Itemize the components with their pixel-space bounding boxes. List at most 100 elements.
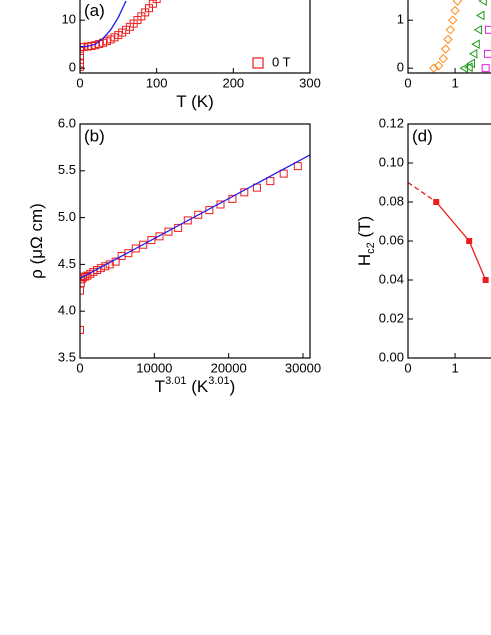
marker bbox=[279, 169, 288, 178]
title-part: 3.01 bbox=[208, 375, 229, 387]
marker bbox=[438, 53, 449, 64]
panel-label: (d) bbox=[412, 126, 433, 145]
frame bbox=[79, 0, 311, 74]
legend-marker bbox=[252, 57, 264, 69]
title-part: (K bbox=[186, 377, 208, 396]
marker bbox=[80, 51, 84, 60]
series-line bbox=[408, 181, 437, 203]
x-tick-label: 0 bbox=[404, 75, 411, 90]
marker bbox=[468, 48, 478, 59]
marker bbox=[183, 216, 192, 225]
marker bbox=[266, 177, 275, 186]
marker bbox=[464, 62, 473, 73]
y-tick-label: 0.08 bbox=[379, 193, 404, 208]
plot-area bbox=[80, 0, 161, 71]
marker bbox=[433, 199, 440, 205]
marker bbox=[450, 5, 460, 16]
marker bbox=[80, 286, 84, 295]
y-axis-title: ρ (μΩ cm) bbox=[27, 203, 46, 279]
y-tick-label: 5.5 bbox=[58, 162, 76, 177]
x-tick-label: 20000 bbox=[211, 360, 247, 375]
y-tick-label: 5.0 bbox=[58, 209, 76, 224]
x-axis-title: T (K) bbox=[176, 92, 213, 111]
title-part: H bbox=[355, 254, 374, 266]
x-tick-label: 1 bbox=[451, 75, 458, 90]
marker bbox=[440, 44, 451, 54]
series-line bbox=[435, 201, 487, 281]
panel-label: (b) bbox=[84, 126, 105, 145]
series-line bbox=[80, 0, 127, 48]
x-tick-label: 0 bbox=[404, 360, 411, 375]
marker bbox=[429, 63, 439, 73]
marker bbox=[475, 10, 485, 21]
x-tick-label: 30000 bbox=[285, 360, 321, 375]
marker bbox=[473, 24, 483, 35]
marker bbox=[147, 236, 156, 245]
marker bbox=[452, 0, 463, 6]
marker bbox=[252, 183, 261, 192]
legend-label: 0 T bbox=[272, 54, 291, 69]
panel-label: (a) bbox=[84, 1, 105, 20]
y-tick-label: 0 bbox=[69, 60, 76, 75]
title-part: T (K) bbox=[176, 92, 213, 111]
marker bbox=[447, 15, 458, 25]
marker bbox=[155, 232, 164, 241]
y-axis-title: Hc2 (T) bbox=[355, 216, 376, 266]
frame bbox=[407, 0, 491, 74]
x-tick-label: 10000 bbox=[136, 360, 172, 375]
y-tick-label: 0.06 bbox=[379, 232, 404, 247]
marker bbox=[484, 25, 491, 34]
x-tick-label: 0 bbox=[76, 360, 83, 375]
y-tick-label: 0.10 bbox=[379, 154, 404, 169]
title-part: (T) bbox=[355, 216, 374, 242]
frame bbox=[79, 123, 311, 359]
x-tick-label: 0 bbox=[76, 75, 83, 90]
y-tick-label: 0.04 bbox=[379, 271, 404, 286]
marker bbox=[194, 210, 203, 219]
x-tick-label: 200 bbox=[222, 75, 244, 90]
marker bbox=[484, 49, 491, 58]
marker bbox=[445, 25, 456, 35]
title-part: ) bbox=[230, 377, 236, 396]
marker bbox=[96, 264, 105, 273]
y-tick-label: 0.12 bbox=[379, 115, 404, 130]
marker bbox=[466, 238, 473, 244]
marker bbox=[164, 227, 173, 236]
marker bbox=[152, 0, 161, 4]
y-tick-label: 0.00 bbox=[379, 349, 404, 364]
plot-area bbox=[408, 181, 489, 283]
y-tick-label: 0.02 bbox=[379, 310, 404, 325]
x-tick-label: 1 bbox=[451, 360, 458, 375]
plot-area bbox=[429, 0, 491, 74]
y-tick-label: 0 bbox=[397, 60, 404, 75]
title-part: 3.01 bbox=[165, 375, 186, 387]
marker bbox=[481, 64, 490, 73]
frame bbox=[407, 123, 491, 359]
marker bbox=[124, 249, 133, 258]
title-part: ρ (μΩ cm) bbox=[27, 203, 46, 279]
marker bbox=[466, 58, 476, 69]
title-part: T bbox=[155, 377, 165, 396]
marker bbox=[471, 39, 480, 50]
title-part: c2 bbox=[365, 242, 377, 254]
y-tick-label: 10 bbox=[62, 12, 76, 27]
y-tick-label: 6.0 bbox=[58, 115, 76, 130]
marker bbox=[80, 325, 84, 334]
marker bbox=[433, 61, 444, 71]
plot-area bbox=[80, 154, 310, 334]
marker bbox=[482, 277, 489, 283]
y-tick-label: 4.5 bbox=[58, 256, 76, 271]
y-tick-label: 3.5 bbox=[58, 349, 76, 364]
x-axis-title: T3.01 (K3.01) bbox=[155, 375, 236, 397]
y-tick-label: 1 bbox=[397, 12, 404, 27]
marker bbox=[81, 272, 90, 281]
marker bbox=[478, 0, 487, 6]
marker bbox=[443, 34, 453, 45]
marker bbox=[80, 59, 84, 68]
marker bbox=[139, 240, 148, 249]
marker bbox=[293, 162, 302, 171]
y-tick-label: 4.0 bbox=[58, 303, 76, 318]
series-line bbox=[80, 154, 310, 280]
